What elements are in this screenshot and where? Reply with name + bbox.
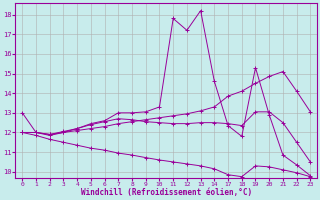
X-axis label: Windchill (Refroidissement éolien,°C): Windchill (Refroidissement éolien,°C) — [81, 188, 252, 197]
